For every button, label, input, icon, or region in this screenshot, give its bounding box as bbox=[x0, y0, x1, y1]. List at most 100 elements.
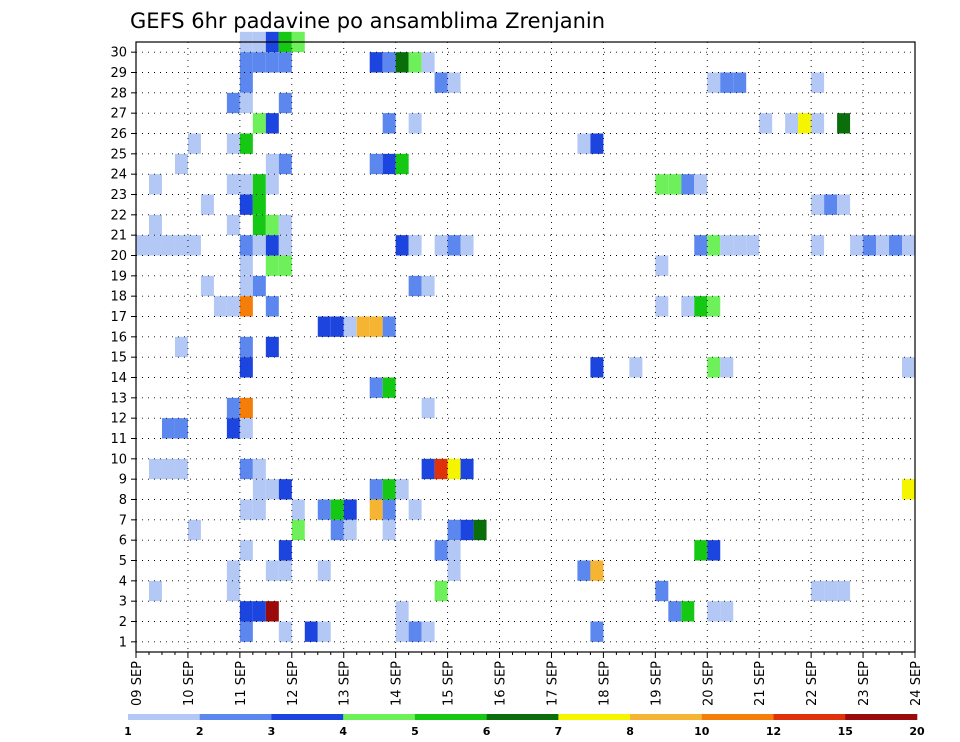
colorbar-swatch bbox=[630, 714, 703, 720]
precip-cell bbox=[278, 52, 292, 73]
precip-cell bbox=[447, 458, 461, 480]
y-tick-label: 25 bbox=[110, 147, 127, 162]
precip-cell bbox=[343, 519, 357, 541]
x-tick-label: 10 SEP bbox=[182, 661, 197, 706]
y-axis: 1234567891011121314151617181920212223242… bbox=[110, 46, 136, 650]
precipitation-cells bbox=[136, 31, 915, 642]
precip-cell bbox=[161, 458, 175, 480]
precip-cell bbox=[278, 621, 292, 642]
precip-cell bbox=[226, 397, 240, 419]
precip-cell bbox=[720, 235, 734, 256]
precip-cell bbox=[447, 540, 461, 561]
precip-cell bbox=[668, 601, 682, 622]
precip-cell bbox=[863, 235, 877, 256]
precip-cell bbox=[707, 540, 721, 561]
precip-cell bbox=[226, 174, 240, 195]
precip-cell bbox=[148, 580, 162, 602]
colorbar: 1 2 3 4 5 6 7 8 10 12 15 20 bbox=[124, 714, 925, 738]
precip-cell bbox=[252, 174, 266, 195]
precip-cell bbox=[239, 357, 253, 378]
precip-cell bbox=[265, 153, 279, 175]
y-tick-label: 5 bbox=[119, 554, 127, 569]
precip-cell bbox=[304, 621, 318, 642]
precip-cell bbox=[330, 499, 344, 520]
precip-cell bbox=[733, 235, 747, 256]
precip-cell bbox=[265, 174, 279, 195]
colorbar-swatch bbox=[271, 714, 344, 720]
precip-cell bbox=[226, 296, 240, 317]
precip-cell bbox=[837, 113, 851, 134]
y-tick-label: 29 bbox=[110, 66, 127, 81]
precip-cell bbox=[278, 479, 292, 500]
precip-cell bbox=[694, 174, 708, 195]
precip-cell bbox=[798, 113, 812, 134]
precip-cell bbox=[408, 113, 422, 134]
x-tick-label: 23 SEP bbox=[857, 661, 872, 706]
precip-cell bbox=[265, 479, 279, 500]
colorbar-swatch bbox=[343, 714, 416, 720]
precip-cell bbox=[395, 479, 409, 500]
y-tick-label: 7 bbox=[119, 513, 127, 528]
precip-cell bbox=[265, 601, 279, 622]
precip-cell bbox=[733, 72, 747, 93]
precip-cell bbox=[226, 418, 240, 439]
colorbar-label: 12 bbox=[766, 725, 781, 738]
precip-cell bbox=[317, 621, 331, 642]
precip-cell bbox=[265, 296, 279, 317]
precip-cell bbox=[136, 235, 149, 256]
precip-cell bbox=[824, 580, 838, 602]
precip-cell bbox=[382, 377, 396, 398]
y-tick-label: 8 bbox=[119, 493, 127, 508]
precip-cell bbox=[447, 235, 461, 256]
precip-cell bbox=[200, 194, 214, 215]
precip-cell bbox=[408, 275, 422, 297]
precip-cell bbox=[265, 52, 279, 73]
y-tick-label: 14 bbox=[110, 371, 127, 386]
precip-cell bbox=[694, 235, 708, 256]
precip-cell bbox=[434, 540, 448, 561]
y-tick-label: 18 bbox=[110, 290, 127, 305]
precip-cell bbox=[811, 113, 825, 134]
precip-cell bbox=[811, 72, 825, 93]
y-tick-label: 23 bbox=[110, 188, 127, 203]
precip-cell bbox=[148, 235, 162, 256]
precip-cell bbox=[239, 255, 253, 276]
precip-cell bbox=[265, 214, 279, 236]
precip-cell bbox=[369, 153, 383, 175]
precip-cell bbox=[252, 235, 266, 256]
precip-cell bbox=[330, 316, 344, 337]
precip-cell bbox=[421, 397, 435, 419]
precip-cell bbox=[811, 235, 825, 256]
precip-cell bbox=[343, 316, 357, 337]
precip-cell bbox=[382, 519, 396, 541]
y-tick-label: 26 bbox=[110, 127, 127, 142]
y-tick-label: 28 bbox=[110, 86, 127, 101]
x-tick-label: 17 SEP bbox=[545, 661, 560, 706]
precip-cell bbox=[278, 540, 292, 561]
precip-cell bbox=[681, 174, 695, 195]
colorbar-swatch bbox=[845, 714, 918, 720]
precip-cell bbox=[265, 560, 279, 581]
precip-cell bbox=[239, 621, 253, 642]
precip-cell bbox=[902, 235, 915, 256]
precip-cell bbox=[252, 479, 266, 500]
precip-cell bbox=[655, 296, 669, 317]
y-tick-label: 20 bbox=[110, 249, 127, 264]
precip-cell bbox=[356, 316, 370, 337]
precip-cell bbox=[265, 235, 279, 256]
y-tick-label: 12 bbox=[110, 412, 127, 427]
y-tick-label: 11 bbox=[110, 432, 127, 447]
precip-cell bbox=[239, 397, 253, 419]
precip-cell bbox=[408, 235, 422, 256]
precip-cell bbox=[239, 540, 253, 561]
x-tick-label: 11 SEP bbox=[234, 661, 249, 706]
precip-cell bbox=[629, 357, 643, 378]
precip-cell bbox=[590, 133, 604, 154]
colorbar-label: 3 bbox=[268, 725, 276, 738]
precip-cell bbox=[408, 499, 422, 520]
precip-cell bbox=[317, 499, 331, 520]
x-tick-label: 19 SEP bbox=[649, 661, 664, 706]
precip-cell bbox=[239, 418, 253, 439]
precip-cell bbox=[278, 153, 292, 175]
precip-cell bbox=[655, 174, 669, 195]
